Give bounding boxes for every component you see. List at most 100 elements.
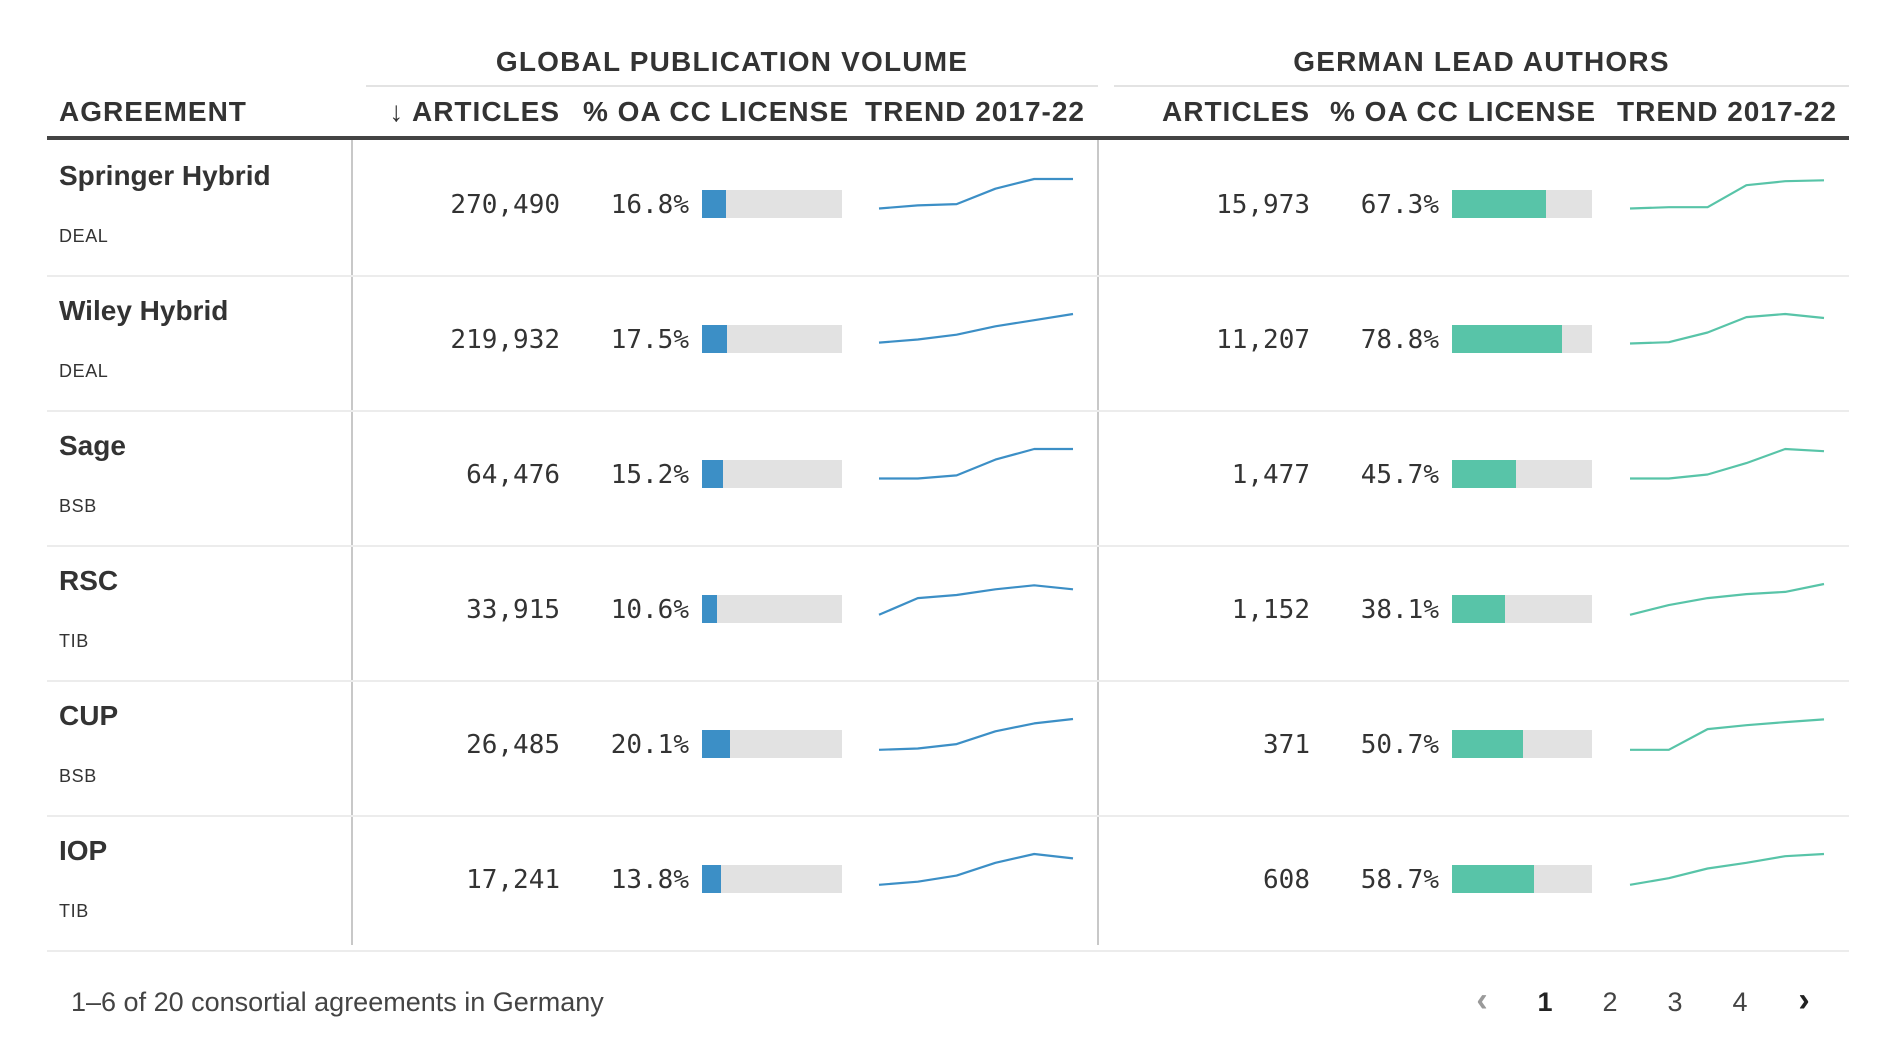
page-3-button[interactable]: 3 <box>1667 987 1683 1017</box>
column-header-german-oa[interactable]: % OA CC LICENSE <box>1330 96 1596 127</box>
global-trend-sparkline-line <box>879 447 1073 480</box>
global-oa-label: 16.8% <box>610 190 689 220</box>
agreement-consortium: TIB <box>59 901 89 921</box>
german-oa-bar <box>1452 460 1592 488</box>
global-oa-bar <box>702 460 842 488</box>
table-row-divider <box>47 815 1849 817</box>
group-header-global-underline <box>366 85 1098 87</box>
column-header-agreement[interactable]: AGREEMENT <box>59 96 247 127</box>
german-articles-value: 1,477 <box>1231 460 1310 490</box>
global-oa-label: 17.5% <box>610 325 689 355</box>
global-articles-value: 26,485 <box>466 730 560 760</box>
global-oa-label: 13.8% <box>610 865 689 895</box>
agreement-consortium: DEAL <box>59 226 109 246</box>
table-row-divider <box>47 950 1849 952</box>
column-header-german-trend[interactable]: TREND 2017-22 <box>1617 96 1837 127</box>
column-header-global-oa[interactable]: % OA CC LICENSE <box>583 96 849 127</box>
global-oa-bar-fill <box>702 190 726 218</box>
global-oa-bar <box>702 190 842 218</box>
german-oa-label: 67.3% <box>1360 190 1439 220</box>
global-trend-sparkline-line <box>878 584 1074 616</box>
german-trend-sparkline-line <box>1629 179 1825 210</box>
global-oa-label: 20.1% <box>610 730 689 760</box>
german-oa-bar-fill <box>1452 190 1547 218</box>
agreement-name: RSC <box>59 565 119 596</box>
german-articles-value: 15,973 <box>1216 190 1310 220</box>
agreement-consortium: BSB <box>59 496 97 516</box>
group-header-german: GERMAN LEAD AUTHORS <box>1293 46 1670 77</box>
agreement-consortium: BSB <box>59 766 97 786</box>
header-rule <box>47 136 1849 140</box>
global-trend-sparkline <box>878 852 1074 886</box>
german-trend-sparkline <box>1630 718 1825 751</box>
german-oa-label: 50.7% <box>1360 730 1439 760</box>
global-articles-value: 17,241 <box>466 865 560 895</box>
agreement-name: IOP <box>59 835 108 866</box>
global-trend-sparkline-line <box>878 717 1074 751</box>
table-row-divider <box>47 275 1849 277</box>
german-trend-sparkline-line <box>1629 582 1825 616</box>
german-trend-sparkline-line <box>1629 312 1825 345</box>
global-articles-value: 64,476 <box>466 460 560 490</box>
page-4-button[interactable]: 4 <box>1732 987 1748 1017</box>
chevron-left-icon[interactable]: ‹ <box>1476 981 1488 1019</box>
agreement-consortium: TIB <box>59 631 89 651</box>
table-row-divider <box>47 680 1849 682</box>
global-oa-bar <box>702 325 842 353</box>
german-articles-value: 1,152 <box>1231 595 1310 625</box>
column-separator-agreement <box>351 140 353 945</box>
group-header-german-underline <box>1114 85 1849 87</box>
global-oa-bar <box>702 865 842 893</box>
column-header-german-articles[interactable]: ARTICLES <box>1162 96 1310 127</box>
agreement-name: Springer Hybrid <box>59 160 271 191</box>
german-trend-sparkline <box>1629 179 1825 210</box>
global-oa-bar-fill <box>702 595 717 623</box>
global-oa-bar-fill <box>702 325 727 353</box>
german-trend-sparkline-line <box>1630 447 1825 480</box>
global-trend-sparkline <box>878 584 1074 616</box>
german-oa-bar-fill <box>1452 730 1523 758</box>
german-trend-sparkline <box>1630 447 1825 480</box>
global-oa-bar-fill <box>702 730 731 758</box>
column-header-global-articles-sorted[interactable]: ↓ ARTICLES <box>389 96 560 127</box>
page-1-button[interactable]: 1 <box>1537 987 1553 1017</box>
german-oa-label: 38.1% <box>1360 595 1439 625</box>
agreement-name: Wiley Hybrid <box>59 295 229 326</box>
german-trend-sparkline <box>1629 582 1825 616</box>
global-oa-bar <box>702 595 842 623</box>
global-articles-value: 270,490 <box>450 190 560 220</box>
table-row-divider <box>47 410 1849 412</box>
global-oa-label: 15.2% <box>610 460 689 490</box>
global-trend-sparkline <box>878 177 1073 210</box>
global-articles-value: 33,915 <box>466 595 560 625</box>
agreement-name: Sage <box>59 430 126 461</box>
german-oa-label: 78.8% <box>1360 325 1439 355</box>
agreement-name: CUP <box>59 700 119 731</box>
german-oa-label: 45.7% <box>1360 460 1439 490</box>
german-oa-bar-fill <box>1452 325 1563 353</box>
german-oa-bar-fill <box>1452 460 1516 488</box>
german-oa-bar-fill <box>1452 865 1535 893</box>
global-trend-sparkline <box>878 717 1074 751</box>
german-trend-sparkline-line <box>1629 852 1825 886</box>
german-trend-sparkline-line <box>1630 718 1825 751</box>
chevron-right-icon[interactable]: › <box>1798 981 1810 1019</box>
global-oa-bar <box>702 730 842 758</box>
agreement-consortium: DEAL <box>59 361 109 381</box>
column-header-global-trend[interactable]: TREND 2017-22 <box>865 96 1085 127</box>
german-oa-bar <box>1452 730 1592 758</box>
page-2-button[interactable]: 2 <box>1602 987 1618 1017</box>
global-trend-sparkline <box>878 312 1074 344</box>
german-articles-value: 371 <box>1263 730 1310 760</box>
german-oa-bar <box>1452 865 1592 893</box>
global-oa-label: 10.6% <box>610 595 689 625</box>
global-trend-sparkline-line <box>878 177 1073 210</box>
column-separator-groups <box>1097 140 1099 945</box>
german-oa-bar <box>1452 595 1592 623</box>
table-row-divider <box>47 545 1849 547</box>
global-oa-bar-fill <box>702 865 722 893</box>
german-oa-bar-fill <box>1452 595 1506 623</box>
global-trend-sparkline-line <box>878 852 1074 886</box>
global-oa-bar-fill <box>702 460 724 488</box>
